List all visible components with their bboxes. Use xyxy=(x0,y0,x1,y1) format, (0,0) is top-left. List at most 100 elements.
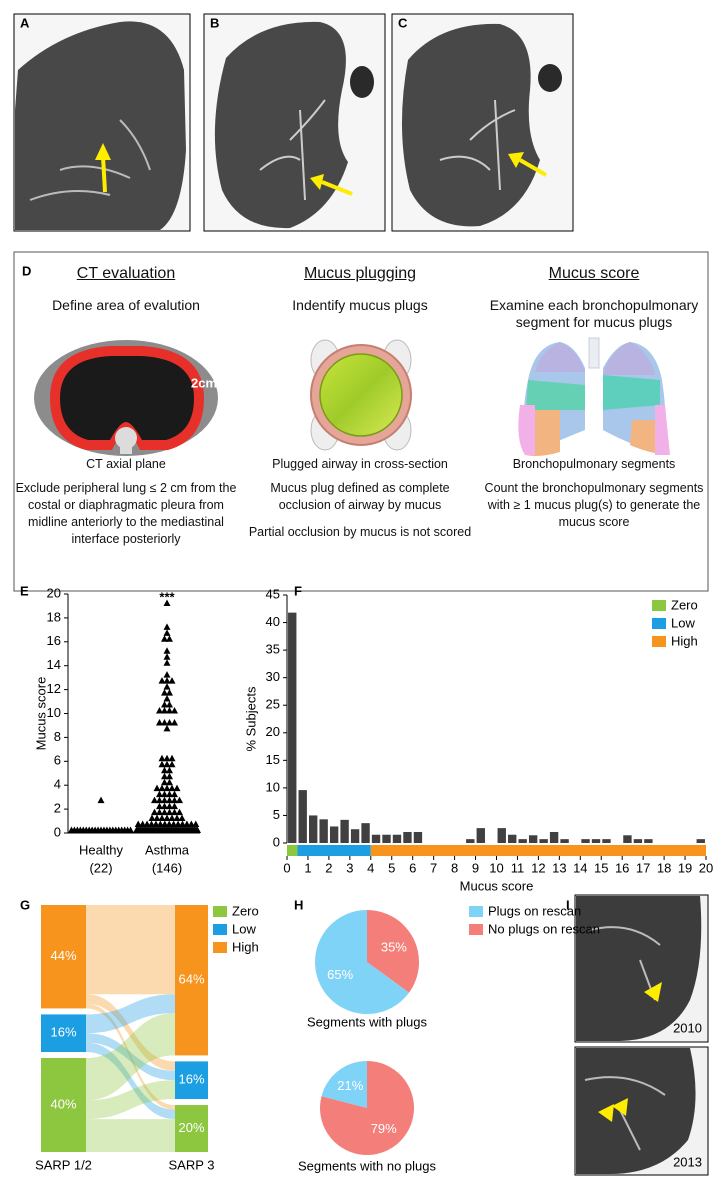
significance: *** xyxy=(159,589,175,604)
panel-label: F xyxy=(294,583,302,598)
point xyxy=(163,659,171,666)
point xyxy=(166,778,173,786)
bar xyxy=(361,823,370,843)
bar xyxy=(413,831,423,843)
notes: Count the bronchopulmonary segments with… xyxy=(479,480,709,541)
node xyxy=(41,1014,86,1052)
point xyxy=(174,820,182,828)
node-label: 16% xyxy=(50,1025,76,1040)
legend-label: High xyxy=(671,633,698,648)
point xyxy=(166,718,173,726)
bar xyxy=(382,834,391,843)
legend-swatch xyxy=(213,942,227,953)
point xyxy=(163,677,171,684)
node xyxy=(41,1058,86,1152)
point xyxy=(173,814,181,822)
point xyxy=(166,796,173,804)
panel-label: G xyxy=(20,897,30,912)
x-tick-label: 2 xyxy=(325,860,332,875)
notes: Exclude peripheral lung ≤ 2 cm from the … xyxy=(11,480,241,558)
axial-plane-illustration xyxy=(34,340,218,456)
point xyxy=(166,689,173,696)
node xyxy=(175,905,208,1056)
y-tick-label: 40 xyxy=(266,614,280,629)
point xyxy=(166,772,173,780)
figure-caption: Bronchopulmonary segments xyxy=(512,457,676,471)
point xyxy=(171,802,178,810)
panel-label: A xyxy=(20,15,30,30)
point xyxy=(163,647,171,654)
point xyxy=(127,826,135,833)
figure-caption: CT axial plane xyxy=(86,457,166,471)
point xyxy=(171,808,178,816)
panel-label: I xyxy=(566,897,570,912)
bar xyxy=(549,831,559,843)
stage-label: SARP 3 xyxy=(168,1157,214,1172)
y-tick-label: 15 xyxy=(266,752,280,767)
x-tick-label: 7 xyxy=(430,860,437,875)
bar xyxy=(560,839,569,843)
point xyxy=(161,766,168,774)
point xyxy=(161,802,168,810)
point xyxy=(158,754,166,762)
y-tick-label: 10 xyxy=(47,705,61,720)
x-tick-label: 17 xyxy=(636,860,650,875)
legend-swatch xyxy=(652,618,666,629)
bar xyxy=(340,819,349,843)
y-tick-label: 25 xyxy=(266,697,280,712)
notes: Mucus plug defined as complete occlusion… xyxy=(245,480,475,551)
x-tick-label: Healthy xyxy=(79,842,124,857)
point xyxy=(163,814,171,822)
point xyxy=(158,784,166,792)
point xyxy=(161,718,168,726)
y-tick-label: 0 xyxy=(273,834,280,849)
x-tick-label: 14 xyxy=(573,860,587,875)
group-size: (22) xyxy=(89,860,112,875)
point xyxy=(156,796,163,804)
y-tick-label: 30 xyxy=(266,669,280,684)
point xyxy=(179,820,186,828)
bar xyxy=(508,834,517,843)
node-label: 16% xyxy=(178,1072,204,1087)
point xyxy=(158,677,166,684)
image-year: 2013 xyxy=(673,1154,702,1169)
follow-up-image-2013 xyxy=(574,1046,709,1176)
node-label: 44% xyxy=(50,948,76,963)
x-tick-label: 9 xyxy=(472,860,479,875)
y-axis-label: Mucus score xyxy=(33,677,48,751)
x-tick-label: 1 xyxy=(304,860,311,875)
bar xyxy=(644,839,653,843)
point xyxy=(163,671,171,678)
x-tick-label: 3 xyxy=(346,860,353,875)
point xyxy=(165,820,173,828)
x-tick-label: 19 xyxy=(678,860,692,875)
legend-label: No plugs on rescan xyxy=(488,921,600,936)
image-year: 2010 xyxy=(673,1020,702,1035)
legend-swatch xyxy=(213,906,227,917)
point xyxy=(166,635,173,642)
slice-label: 21% xyxy=(337,1078,363,1093)
point xyxy=(161,635,168,642)
point xyxy=(168,784,176,792)
column-title: CT evaluation xyxy=(76,265,176,282)
bar xyxy=(403,831,412,843)
point xyxy=(97,796,105,804)
y-axis-label: % Subjects xyxy=(243,686,258,752)
point xyxy=(163,623,171,630)
point xyxy=(156,808,163,816)
flow xyxy=(86,994,175,1034)
point xyxy=(158,760,166,768)
bar xyxy=(539,839,548,843)
node-label: 40% xyxy=(50,1096,76,1111)
point xyxy=(171,718,178,726)
legend-swatch xyxy=(652,636,666,647)
figure-caption: Plugged airway in cross-section xyxy=(272,457,448,471)
x-tick-label: 16 xyxy=(615,860,629,875)
point xyxy=(153,784,161,792)
flow xyxy=(86,994,175,1071)
point xyxy=(139,820,147,828)
point xyxy=(166,701,173,708)
point xyxy=(163,653,171,660)
